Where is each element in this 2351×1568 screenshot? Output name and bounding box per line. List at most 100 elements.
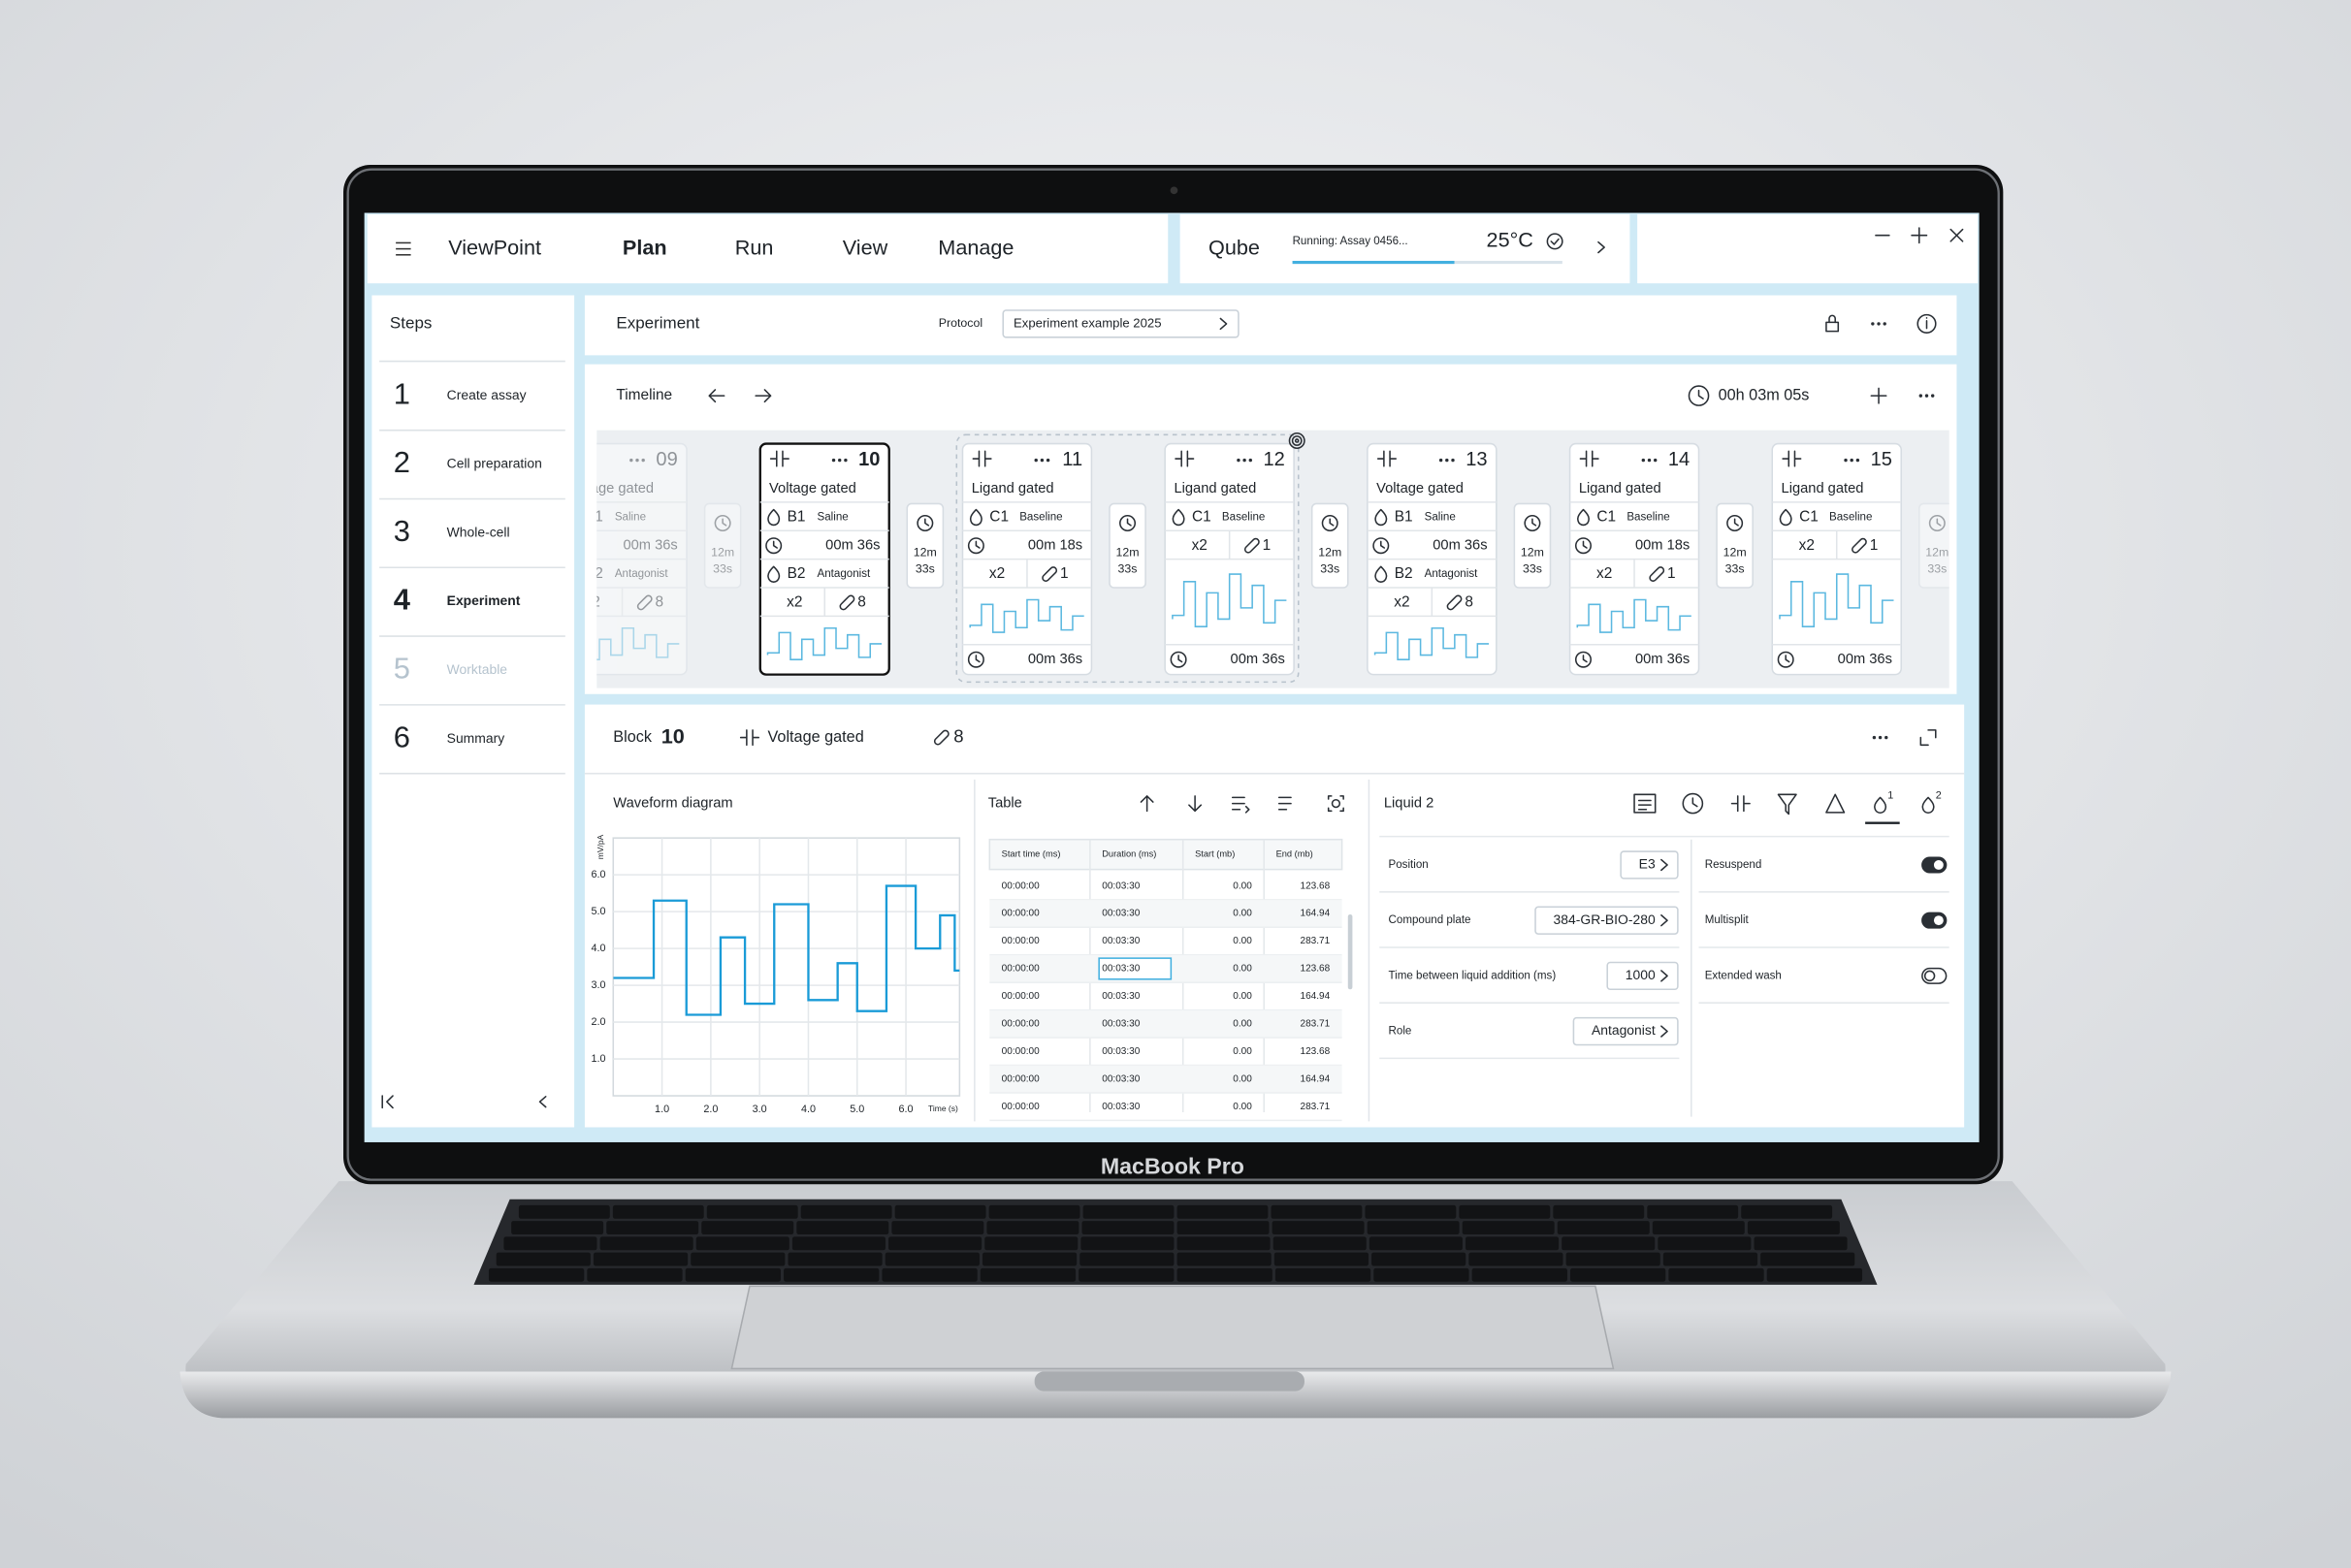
step-label[interactable]: Summary bbox=[447, 730, 505, 746]
step-label[interactable]: Experiment bbox=[447, 592, 521, 608]
timeline-block[interactable]: 14 Ligand gated C1 Baseline 00m 18s x2 1 00m 36… bbox=[1568, 442, 1700, 676]
key bbox=[1082, 1204, 1175, 1219]
collapse-all-button[interactable] bbox=[381, 1095, 394, 1109]
collapse-button[interactable] bbox=[538, 1096, 547, 1108]
gap-minutes: 12m bbox=[711, 546, 734, 560]
step-item[interactable]: 1 Create assay bbox=[394, 376, 527, 410]
repeat-count: x2 bbox=[1394, 594, 1409, 611]
field[interactable]: Time between liquid addition (ms) 1000 bbox=[1389, 961, 1679, 991]
step-label[interactable]: Create assay bbox=[447, 387, 527, 402]
add-block-button[interactable] bbox=[1870, 387, 1887, 404]
field-value[interactable]: 1000 bbox=[1626, 967, 1656, 982]
link-icon bbox=[1852, 537, 1867, 554]
field-value[interactable]: 384-GR-BIO-280 bbox=[1554, 912, 1656, 927]
column-header[interactable]: Duration (ms) bbox=[1102, 849, 1156, 859]
tab-index[interactable]: 2 bbox=[1936, 790, 1942, 802]
device-open-button[interactable] bbox=[1597, 240, 1605, 254]
field-value[interactable]: Antagonist bbox=[1592, 1022, 1656, 1038]
expand-button[interactable] bbox=[1919, 729, 1937, 747]
timeline-block[interactable]: 15 Ligand gated C1 Baseline x2 1 00m 36s bbox=[1771, 442, 1902, 676]
window-controls[interactable] bbox=[1875, 227, 1964, 244]
next-button[interactable] bbox=[755, 389, 772, 403]
option[interactable]: Extended wash bbox=[1705, 967, 1948, 984]
drop-icon bbox=[767, 508, 781, 527]
protocol-select[interactable]: Experiment example 2025 bbox=[1002, 309, 1240, 338]
key bbox=[1081, 1221, 1175, 1235]
column-header[interactable]: Start (mb) bbox=[1195, 849, 1235, 859]
cell-editor[interactable] bbox=[1098, 957, 1173, 980]
field-value[interactable]: E3 bbox=[1639, 856, 1656, 872]
info-button[interactable] bbox=[1916, 313, 1937, 334]
row-shade bbox=[989, 1065, 1342, 1094]
nav-item[interactable]: Run bbox=[735, 235, 774, 259]
more-button[interactable] bbox=[1871, 322, 1886, 326]
capacitor-icon bbox=[1579, 450, 1599, 467]
step-label[interactable]: Cell preparation bbox=[447, 456, 542, 471]
icon-stroke bbox=[1321, 515, 1338, 532]
step-number[interactable]: 2 bbox=[394, 445, 410, 479]
timeline-block[interactable]: 11 Ligand gated C1 Baseline 00m 18s x2 1 00m 36… bbox=[961, 442, 1093, 676]
table-cell: 00:03:30 bbox=[1102, 1073, 1140, 1084]
column-header[interactable]: End (mb) bbox=[1276, 849, 1313, 859]
timeline-block[interactable]: 12 Ligand gated C1 Baseline x2 1 00m 36s bbox=[1164, 442, 1295, 676]
option[interactable]: Multisplit bbox=[1705, 912, 1948, 929]
protocol-value[interactable]: Experiment example 2025 bbox=[1014, 315, 1161, 330]
gap-box bbox=[703, 502, 742, 589]
step-number[interactable]: 6 bbox=[394, 720, 410, 753]
step-number[interactable]: 1 bbox=[394, 376, 410, 410]
table-tools[interactable] bbox=[1140, 795, 1344, 814]
step-item[interactable]: 4 Experiment bbox=[394, 583, 521, 617]
more-button[interactable] bbox=[1872, 735, 1888, 740]
field-label: Position bbox=[1389, 859, 1429, 871]
column-header[interactable]: Start time (ms) bbox=[1002, 849, 1061, 859]
icon-stroke bbox=[1172, 508, 1185, 527]
icon-stroke bbox=[1928, 515, 1946, 532]
step-item[interactable]: 3 Whole-cell bbox=[394, 514, 510, 548]
menu-button[interactable] bbox=[396, 241, 411, 256]
field[interactable]: Role Antagonist bbox=[1389, 1016, 1679, 1046]
step-item[interactable]: 5 Worktable bbox=[394, 651, 508, 685]
toggle[interactable] bbox=[1921, 856, 1948, 874]
nav-item[interactable]: Manage bbox=[938, 235, 1014, 259]
option[interactable]: Resuspend bbox=[1705, 856, 1948, 874]
key bbox=[691, 1252, 786, 1266]
toggle[interactable] bbox=[1921, 912, 1948, 929]
key bbox=[606, 1221, 699, 1235]
step-item[interactable]: 2 Cell preparation bbox=[394, 445, 542, 479]
step-number[interactable]: 5 bbox=[394, 651, 410, 685]
tab-index[interactable]: 1 bbox=[1887, 790, 1893, 802]
key bbox=[1565, 1252, 1660, 1266]
key bbox=[1766, 1267, 1863, 1282]
more-button bbox=[1438, 458, 1455, 463]
detail-type: Voltage gated bbox=[768, 728, 864, 746]
step-number[interactable]: 4 bbox=[394, 583, 411, 617]
step-label[interactable]: Whole-cell bbox=[447, 524, 510, 539]
field[interactable]: Compound plate 384-GR-BIO-280 bbox=[1389, 906, 1679, 935]
nav-item[interactable]: View bbox=[843, 235, 888, 259]
icon-stroke bbox=[1637, 799, 1652, 811]
table-cell: 00:03:30 bbox=[1102, 880, 1140, 891]
nav-item[interactable]: Plan bbox=[623, 235, 667, 259]
step-item[interactable]: 6 Summary bbox=[394, 720, 505, 753]
gap-seconds: 33s bbox=[1320, 562, 1339, 576]
dot bbox=[1647, 458, 1652, 463]
field[interactable]: Position E3 bbox=[1389, 850, 1679, 880]
step-label[interactable]: Worktable bbox=[447, 661, 508, 677]
more-button[interactable] bbox=[1918, 394, 1935, 398]
step-number[interactable]: 3 bbox=[394, 514, 410, 548]
toggle[interactable] bbox=[1921, 967, 1948, 984]
gap-minutes: 12m bbox=[914, 546, 937, 560]
prev-button[interactable] bbox=[708, 389, 725, 403]
lock-button[interactable] bbox=[1825, 314, 1840, 333]
